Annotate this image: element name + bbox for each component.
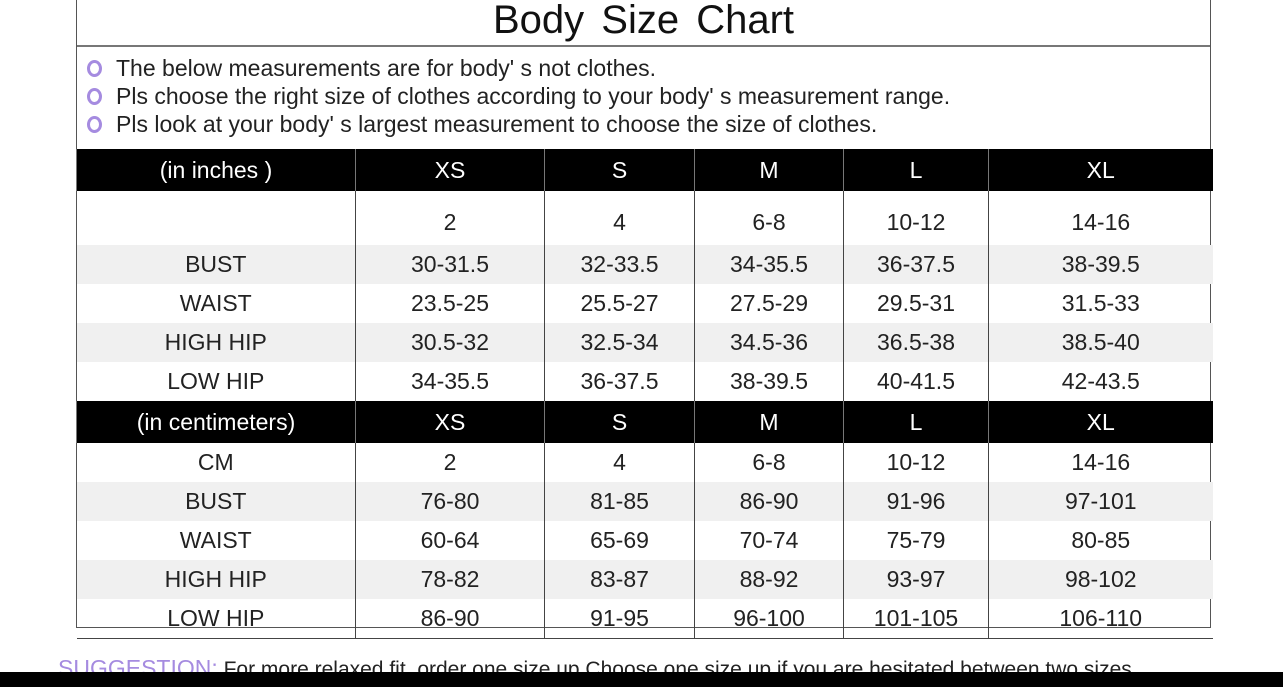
size-header: XL [988, 149, 1213, 191]
measurement-cell: 76-80 [355, 482, 545, 521]
measurement-cell: 31.5-33 [988, 284, 1213, 323]
measurement-cell: 60-64 [355, 521, 545, 560]
measurement-cell: 91-95 [544, 599, 695, 639]
measurement-cell: 40-41.5 [843, 362, 989, 401]
measurement-cell: 32.5-34 [544, 323, 695, 362]
measurement-cell: 36.5-38 [843, 323, 989, 362]
measurement-cell: 91-96 [843, 482, 989, 521]
measurement-cell: 96-100 [694, 599, 844, 639]
measurement-cell: 88-92 [694, 560, 844, 599]
row-label [77, 191, 356, 245]
row-label: WAIST [179, 527, 252, 553]
row-label: LOW HIP [76, 599, 356, 639]
size-header: XL [988, 401, 1213, 443]
circle-bullet-icon [87, 115, 102, 133]
measurement-cell: 86-90 [355, 599, 545, 639]
measurement-cell: 83-87 [544, 560, 695, 599]
notes-list: The below measurements are for body' s n… [87, 54, 950, 138]
measurement-cell: 29.5-31 [843, 284, 989, 323]
measurement-cell: 4 [544, 443, 695, 482]
size-header: M [694, 401, 844, 443]
measurement-cell: 78-82 [355, 560, 545, 599]
measurement-cell: 30-31.5 [355, 245, 545, 284]
measurement-cell: 81-85 [544, 482, 695, 521]
bottom-band [0, 672, 1283, 687]
size-header: L [843, 401, 989, 443]
measurement-cell: 42-43.5 [988, 362, 1213, 401]
table-row: LOW HIP 34-35.5 36-37.5 38-39.5 40-41.5 42-43… [77, 362, 1213, 401]
measurement-cell: 65-69 [544, 521, 695, 560]
measurement-cell: 2 [355, 191, 545, 245]
page-title: Body Size Chart [77, 0, 1210, 47]
size-chart: Body Size Chart The below measurements a… [76, 0, 1213, 639]
table-row: LOW HIP 86-90 91-95 96-100 101-105 106-110 [76, 599, 1213, 639]
size-table: (in inches ) XS S M L XL 2 4 6-8 10-12 14-16 BUST 30… [76, 149, 1213, 639]
size-header: XS [355, 401, 545, 443]
size-header: S [544, 401, 695, 443]
measurement-cell: 10-12 [843, 191, 989, 245]
table-row: HIGH HIP 78-82 83-87 88-92 93-97 98-102 [76, 560, 1213, 599]
measurement-cell: 38.5-40 [988, 323, 1213, 362]
measurement-cell: 27.5-29 [694, 284, 844, 323]
row-label: WAIST [179, 290, 252, 316]
note-text: Pls look at your body' s largest measure… [116, 111, 878, 137]
table-row: BUST 30-31.5 32-33.5 34-35.5 36-37.5 38-39.5 [76, 245, 1213, 284]
row-label: BUST [76, 482, 356, 521]
circle-bullet-icon [87, 87, 102, 105]
measurement-cell: 70-74 [694, 521, 844, 560]
row-label: HIGH HIP [76, 560, 356, 599]
size-header: L [843, 149, 989, 191]
measurement-cell: 23.5-25 [355, 284, 545, 323]
table-row: HIGH HIP 30.5-32 32.5-34 34.5-36 36.5-38 38.5… [76, 323, 1213, 362]
measurement-cell: 4 [544, 191, 695, 245]
measurement-cell: 101-105 [843, 599, 989, 639]
measurement-cell: 6-8 [694, 191, 844, 245]
centimeters-header-row: (in centimeters) XS S M L XL [76, 401, 1213, 443]
measurement-cell: 86-90 [694, 482, 844, 521]
measurement-cell: 38-39.5 [988, 245, 1213, 284]
measurement-cell: 10-12 [843, 443, 989, 482]
measurement-cell: 32-33.5 [544, 245, 695, 284]
note-text: The below measurements are for body' s n… [116, 55, 657, 81]
size-header: XS [355, 149, 545, 191]
measurement-cell: 34-35.5 [694, 245, 844, 284]
measurement-cell: 2 [355, 443, 545, 482]
row-label: HIGH HIP [76, 323, 356, 362]
row-label: LOW HIP [167, 368, 265, 394]
row-label: CM [197, 449, 234, 475]
measurement-cell: 36-37.5 [544, 362, 695, 401]
unit-header: (in inches ) [76, 149, 356, 191]
measurement-cell: 98-102 [988, 560, 1213, 599]
size-header: M [694, 149, 844, 191]
measurement-cell: 34-35.5 [355, 362, 545, 401]
measurement-cell: 97-101 [988, 482, 1213, 521]
measurement-cell: 34.5-36 [694, 323, 844, 362]
table-row: WAIST 60-64 65-69 70-74 75-79 80-85 [77, 521, 1213, 560]
measurement-cell: 38-39.5 [694, 362, 844, 401]
measurement-cell: 75-79 [843, 521, 989, 560]
table-row: BUST 76-80 81-85 86-90 91-96 97-101 [76, 482, 1213, 521]
row-label: BUST [76, 245, 356, 284]
size-header: S [544, 149, 695, 191]
measurement-cell: 6-8 [694, 443, 844, 482]
measurement-cell: 25.5-27 [544, 284, 695, 323]
note-text: Pls choose the right size of clothes acc… [116, 83, 951, 109]
inches-header-row: (in inches ) XS S M L XL [76, 149, 1213, 191]
note-item: The below measurements are for body' s n… [87, 54, 950, 82]
unit-header: (in centimeters) [76, 401, 356, 443]
measurement-cell: 106-110 [988, 599, 1213, 639]
measurement-cell: 36-37.5 [843, 245, 989, 284]
measurement-cell: 30.5-32 [355, 323, 545, 362]
measurement-cell: 14-16 [988, 191, 1213, 245]
measurement-cell: 14-16 [988, 443, 1213, 482]
note-item: Pls choose the right size of clothes acc… [87, 82, 950, 110]
circle-bullet-icon [87, 59, 102, 77]
table-row: WAIST 23.5-25 25.5-27 27.5-29 29.5-31 31.5-33 [77, 284, 1213, 323]
measurement-cell: 80-85 [988, 521, 1213, 560]
note-item: Pls look at your body' s largest measure… [87, 110, 950, 138]
measurement-cell: 93-97 [843, 560, 989, 599]
table-row: 2 4 6-8 10-12 14-16 [77, 191, 1213, 245]
table-row: CM 2 4 6-8 10-12 14-16 [77, 443, 1213, 482]
